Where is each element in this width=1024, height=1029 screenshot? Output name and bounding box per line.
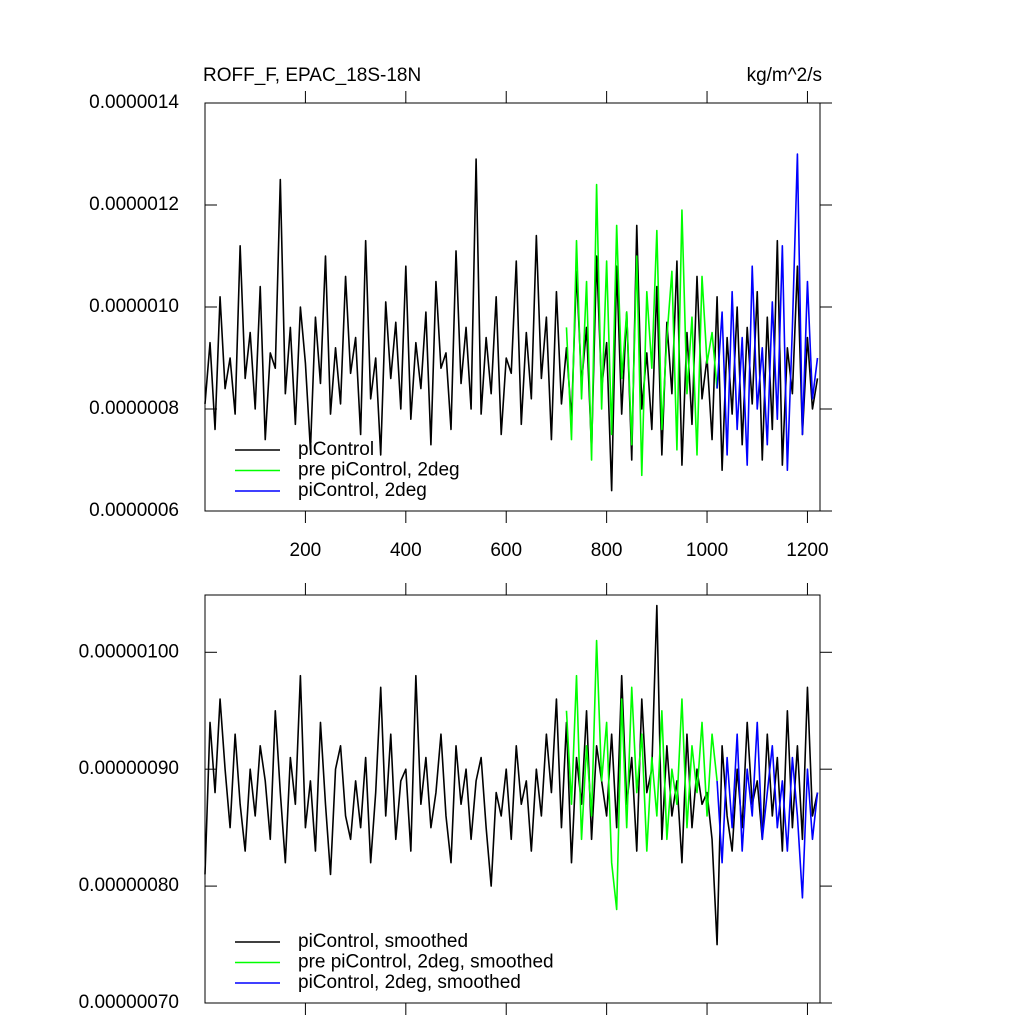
series-line	[204, 604, 819, 946]
x-tick-label: 200	[290, 540, 322, 561]
legend-label: piControl, 2deg	[298, 480, 427, 501]
legend-label: piControl	[298, 439, 374, 460]
units-label: kg/m^2/s	[747, 65, 822, 86]
legend-label: pre piControl, 2deg	[298, 460, 460, 481]
y-tick-label: 0.0000006	[89, 500, 179, 521]
y-tick-label: 0.00000100	[79, 641, 179, 662]
y-tick-label: 0.0000012	[89, 194, 179, 215]
x-tick-label: 800	[591, 540, 623, 561]
chart-title: ROFF_F, EPAC_18S-18N	[203, 65, 421, 86]
x-tick-label: 400	[390, 540, 422, 561]
y-tick-label: 0.0000008	[89, 398, 179, 419]
y-tick-label: 0.0000010	[89, 296, 179, 317]
y-tick-label: 0.00000070	[79, 992, 179, 1013]
plot-frame	[204, 594, 821, 1004]
y-tick-label: 0.00000090	[79, 758, 179, 779]
legend-label: piControl, 2deg, smoothed	[298, 972, 521, 993]
y-tick-label: 0.00000080	[79, 875, 179, 896]
x-tick-label: 1000	[686, 540, 728, 561]
y-tick-label: 0.0000014	[89, 92, 179, 113]
legend-label: pre piControl, 2deg, smoothed	[298, 952, 554, 973]
x-tick-label: 600	[490, 540, 522, 561]
legend-label: piControl, smoothed	[298, 931, 468, 952]
x-tick-label: 1200	[786, 540, 828, 561]
series-line	[716, 721, 819, 899]
series-line	[204, 158, 819, 492]
series-line	[565, 183, 718, 477]
series-line	[716, 153, 819, 471]
series-line	[565, 639, 718, 911]
